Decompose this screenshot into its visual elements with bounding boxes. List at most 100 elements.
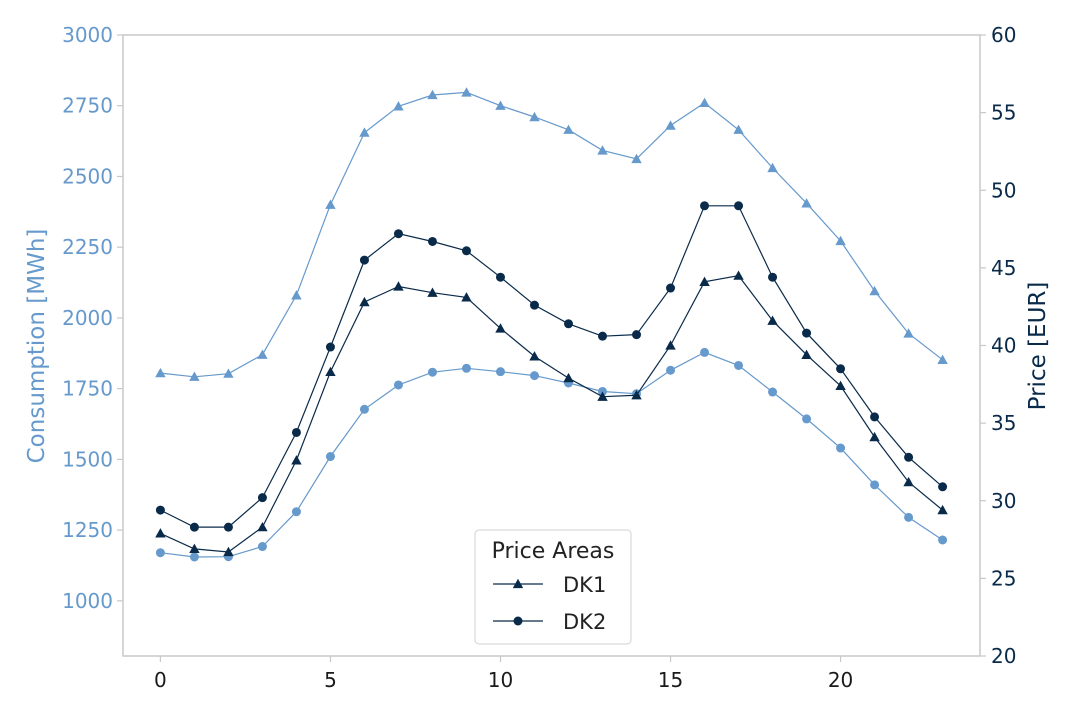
left-tick-label: 2750 bbox=[62, 94, 113, 118]
data-point-circle bbox=[155, 505, 165, 515]
data-point-triangle bbox=[733, 124, 744, 134]
data-point-triangle bbox=[665, 340, 676, 350]
data-point-triangle bbox=[427, 89, 438, 100]
data-point-circle bbox=[529, 371, 539, 381]
data-point-circle bbox=[700, 201, 710, 211]
series-consumption-dk1 bbox=[155, 87, 948, 381]
legend-label-dk1: DK1 bbox=[563, 573, 606, 597]
left-tick-label: 1500 bbox=[62, 447, 113, 471]
data-point-triangle bbox=[155, 528, 166, 538]
data-point-circle bbox=[495, 367, 505, 377]
right-y-axis-label: Price [EUR] bbox=[1025, 282, 1051, 411]
data-point-triangle bbox=[563, 124, 574, 134]
data-point-triangle bbox=[427, 287, 438, 297]
data-point-triangle bbox=[835, 235, 846, 246]
data-point-triangle bbox=[393, 101, 404, 111]
legend: Price Areas DK1 DK2 bbox=[474, 529, 632, 645]
data-point-circle bbox=[700, 347, 710, 357]
x-tick-label: 0 bbox=[154, 668, 167, 692]
data-point-circle bbox=[257, 493, 267, 503]
data-point-circle bbox=[802, 414, 812, 424]
data-point-circle bbox=[938, 482, 948, 492]
legend-box bbox=[474, 529, 632, 645]
x-axis: 0 5 10 15 20 bbox=[154, 656, 853, 692]
legend-entry-dk1: DK1 bbox=[493, 573, 606, 597]
x-tick-label: 15 bbox=[658, 668, 683, 692]
data-point-circle bbox=[325, 452, 335, 462]
left-tick-label: 1000 bbox=[62, 589, 113, 613]
data-point-circle bbox=[734, 360, 744, 370]
data-point-triangle bbox=[699, 97, 710, 108]
right-tick-label: 20 bbox=[991, 644, 1016, 668]
data-point-triangle bbox=[767, 162, 778, 173]
data-point-triangle bbox=[257, 349, 268, 359]
data-point-triangle bbox=[801, 198, 812, 208]
series-consumption-dk2 bbox=[155, 347, 948, 562]
data-point-circle bbox=[461, 363, 471, 373]
right-tick-label: 45 bbox=[991, 256, 1016, 280]
data-point-circle bbox=[870, 412, 880, 422]
data-point-circle bbox=[564, 319, 574, 329]
data-point-circle bbox=[904, 512, 914, 522]
data-point-circle bbox=[291, 507, 301, 517]
x-tick-label: 20 bbox=[828, 668, 853, 692]
left-tick-label: 2250 bbox=[62, 235, 113, 259]
data-point-triangle bbox=[937, 504, 948, 515]
legend-marker-shape bbox=[513, 616, 523, 626]
right-tick-label: 40 bbox=[991, 334, 1016, 358]
data-point-circle bbox=[155, 548, 165, 558]
data-point-triangle bbox=[767, 315, 778, 325]
data-point-triangle bbox=[325, 199, 336, 209]
series-price-dk2 bbox=[155, 201, 948, 532]
data-point-circle bbox=[870, 480, 880, 490]
data-point-circle bbox=[495, 272, 505, 282]
data-point-triangle bbox=[903, 328, 914, 338]
data-point-triangle bbox=[393, 281, 404, 291]
data-point-circle bbox=[359, 404, 369, 414]
data-point-circle bbox=[836, 364, 846, 374]
data-point-triangle bbox=[291, 455, 302, 465]
data-point-triangle bbox=[495, 100, 506, 110]
right-tick-label: 30 bbox=[991, 489, 1016, 513]
legend-marker-shape bbox=[512, 578, 524, 589]
left-tick-label: 3000 bbox=[62, 23, 113, 47]
right-tick-label: 50 bbox=[991, 178, 1016, 202]
data-point-triangle bbox=[869, 285, 880, 296]
x-tick-label: 10 bbox=[488, 668, 513, 692]
data-point-triangle bbox=[461, 292, 472, 302]
data-point-circle bbox=[257, 542, 267, 552]
data-point-circle bbox=[393, 229, 403, 239]
data-point-circle bbox=[189, 552, 199, 562]
data-point-circle bbox=[461, 246, 471, 256]
right-tick-label: 35 bbox=[991, 411, 1016, 435]
data-point-triangle bbox=[189, 543, 200, 554]
left-y-axis: 1000 1250 1500 1750 2000 2250 2500 2750 3000 bbox=[62, 23, 123, 613]
data-point-triangle bbox=[189, 371, 200, 381]
data-point-circle bbox=[836, 443, 846, 453]
data-point-circle bbox=[359, 255, 369, 265]
left-tick-label: 1750 bbox=[62, 377, 113, 401]
data-point-circle bbox=[904, 452, 914, 462]
data-point-triangle bbox=[325, 366, 336, 377]
data-point-circle bbox=[598, 331, 608, 341]
data-point-triangle bbox=[937, 354, 948, 364]
data-point-circle bbox=[393, 380, 403, 390]
legend-title: Price Areas bbox=[492, 539, 615, 564]
data-point-circle bbox=[189, 522, 199, 532]
data-point-circle bbox=[768, 272, 778, 282]
data-point-triangle bbox=[291, 290, 302, 300]
legend-label-dk2: DK2 bbox=[563, 610, 606, 634]
data-point-triangle bbox=[359, 127, 370, 137]
series-line bbox=[160, 274, 943, 553]
data-point-circle bbox=[291, 427, 301, 437]
right-y-axis: 20 25 30 35 40 45 50 55 60 bbox=[980, 23, 1016, 668]
data-point-triangle bbox=[529, 111, 540, 122]
data-point-triangle bbox=[223, 546, 234, 557]
data-point-circle bbox=[223, 522, 233, 532]
series-group bbox=[155, 87, 948, 562]
data-point-triangle bbox=[155, 367, 166, 378]
legend-marker-triangle bbox=[512, 578, 524, 589]
data-point-triangle bbox=[869, 431, 880, 442]
legend-marker-circle bbox=[513, 616, 523, 626]
